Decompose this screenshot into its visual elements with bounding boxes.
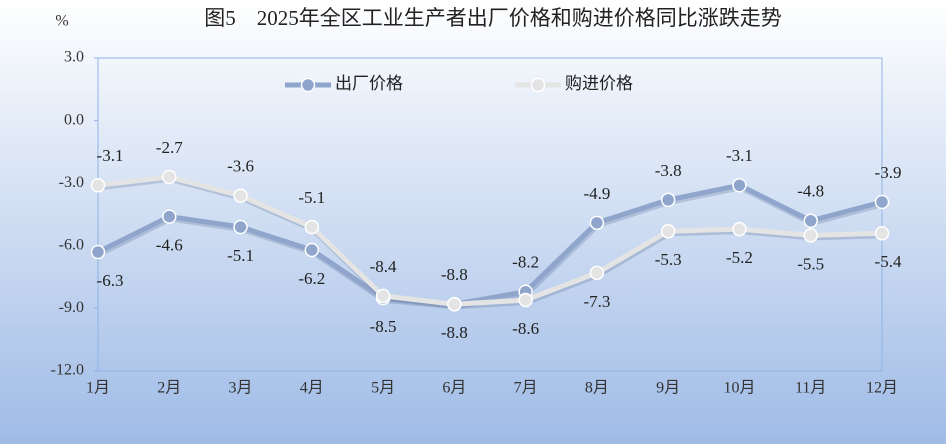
value-label: -7.3: [583, 292, 610, 311]
point: [304, 219, 320, 235]
value-label: -8.5: [370, 317, 397, 336]
y-axis-label: %: [55, 13, 68, 30]
point: [233, 219, 248, 235]
point: [732, 178, 747, 193]
x-tick-label: 5月: [371, 380, 395, 397]
value-label: -6.3: [97, 271, 124, 290]
x-tick-label: 6月: [442, 380, 466, 397]
point: [90, 244, 106, 260]
series-line: [97, 174, 883, 307]
legend-label: 购进价格: [565, 74, 633, 93]
point: [304, 242, 320, 258]
x-tick-label: 4月: [300, 380, 324, 397]
y-tick-label: -6.0: [59, 236, 84, 253]
chart-title: 图5 2025年全区工业生产者出厂价格和购进价格同比涨跌走势: [204, 6, 782, 30]
value-label: -5.2: [726, 248, 753, 267]
point: [732, 221, 747, 237]
value-label: -6.2: [298, 269, 325, 288]
point: [518, 292, 533, 308]
value-label: -8.2: [512, 253, 539, 272]
x-tick-label: 1月: [86, 380, 110, 397]
value-label: -4.8: [797, 182, 824, 201]
point: [589, 215, 605, 231]
value-label: -4.9: [583, 184, 610, 203]
point: [874, 226, 890, 241]
value-label: -5.5: [797, 254, 824, 273]
y-tick-label: -12.0: [51, 362, 84, 379]
legend-marker: [530, 77, 546, 93]
x-tick-label: 3月: [229, 380, 253, 397]
y-tick-label: 3.0: [64, 49, 84, 66]
x-tick-label: 11月: [795, 380, 826, 397]
x-tick-label: 9月: [656, 380, 680, 397]
value-label: -5.1: [298, 188, 325, 207]
point: [803, 213, 818, 229]
value-label: -8.8: [441, 323, 468, 342]
value-label: -8.8: [441, 265, 468, 284]
point: [233, 188, 248, 203]
value-label: -5.3: [655, 250, 682, 269]
legend-label: 出厂价格: [335, 74, 403, 93]
point: [162, 209, 177, 224]
value-label: -5.4: [875, 252, 902, 271]
x-tick-label: 8月: [585, 380, 609, 397]
value-label: -3.6: [227, 157, 254, 176]
x-tick-label: 7月: [514, 380, 538, 397]
point: [803, 228, 818, 243]
x-tick-label: 2月: [157, 380, 181, 397]
value-label: -4.6: [156, 235, 183, 254]
y-tick-label: 0.0: [64, 111, 84, 128]
plot-frame: [97, 57, 883, 372]
value-label: -5.1: [227, 246, 254, 265]
value-label: -3.8: [655, 161, 682, 180]
x-tick-label: 10月: [723, 380, 755, 397]
point: [660, 192, 676, 208]
y-tick-label: -3.0: [59, 174, 84, 191]
point: [660, 223, 676, 239]
series-line: [96, 182, 883, 307]
value-label: -3.1: [726, 146, 753, 165]
point: [162, 169, 177, 185]
y-tick-label: -9.0: [59, 299, 84, 316]
value-label: -3.1: [97, 146, 124, 165]
point: [375, 288, 391, 304]
value-label: -8.6: [512, 319, 539, 338]
x-tick-label: 12月: [866, 380, 898, 397]
value-label: -3.9: [875, 163, 902, 182]
value-label: -8.4: [370, 257, 397, 276]
point: [447, 296, 462, 312]
legend-marker: [300, 77, 316, 93]
point: [589, 265, 605, 281]
point: [90, 178, 106, 193]
value-label: -2.7: [156, 138, 183, 157]
point: [874, 194, 890, 210]
